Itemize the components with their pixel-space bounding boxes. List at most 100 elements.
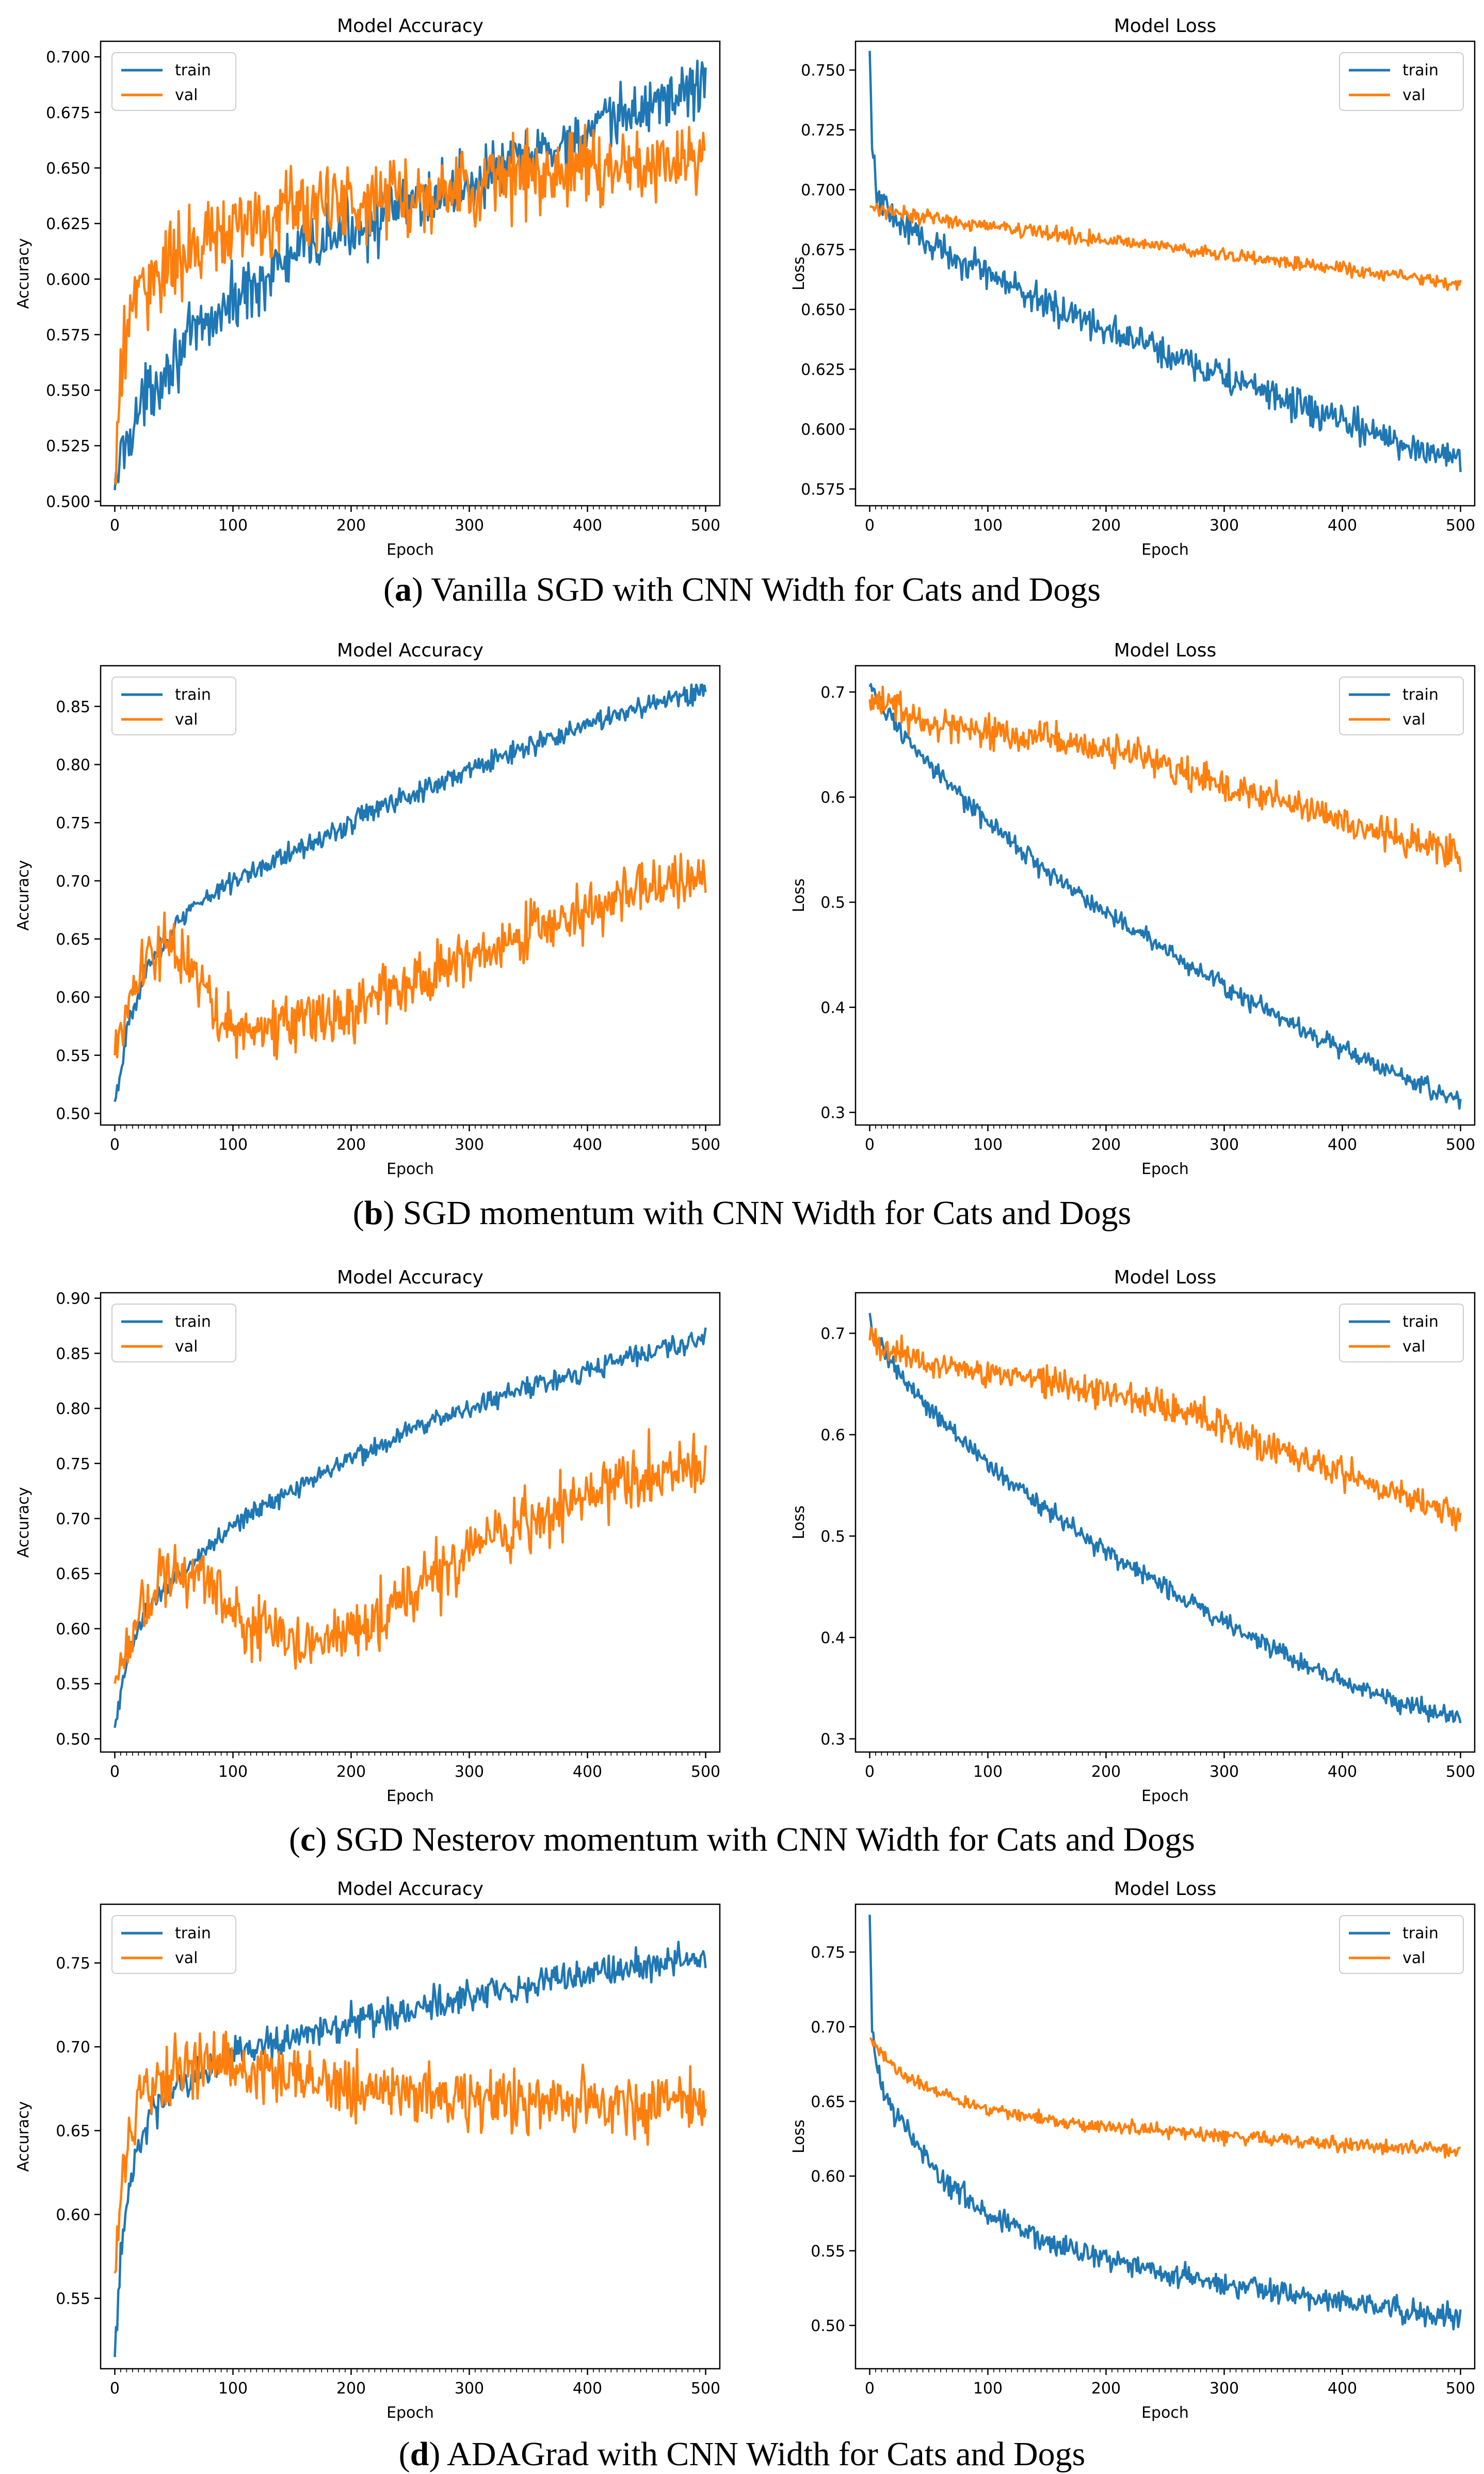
legend-label-val: val [1402,1338,1425,1356]
x-tick-label: 100 [218,1763,248,1781]
y-axis-label: Accuracy [14,860,33,931]
caption-a: (a) Vanilla SGD with CNN Width for Cats … [383,571,1101,608]
chart-title: Model Accuracy [337,1878,483,1900]
x-tick-label: 300 [1209,1763,1239,1781]
y-tick-label: 0.65 [56,2123,90,2141]
legend-box [111,1304,236,1362]
x-tick-label: 500 [691,1136,720,1154]
series-val-line [869,203,1462,292]
x-axis-label: Epoch [1141,2404,1189,2422]
x-axis-label: Epoch [1141,1160,1189,1178]
y-tick-label: 0.50 [56,1730,90,1748]
y-tick-label: 0.60 [811,2168,845,2186]
x-axis-label: Epoch [1141,541,1189,559]
x-tick-label: 200 [1091,517,1121,535]
y-tick-label: 0.500 [46,493,90,511]
y-tick-label: 0.75 [56,1455,90,1473]
chart-1: Model Accuracy 0 100 200 300 400 500 0.500 0.525… [14,15,721,559]
x-tick-label: 300 [1209,1136,1239,1154]
y-axis-label: Loss [790,1505,808,1539]
x-tick-label: 100 [218,1136,248,1154]
y-tick-label: 0.55 [56,1047,90,1065]
chart-5: Model Accuracy 0 100 200 300 400 500 0.50 0.55 0.… [14,1267,721,1805]
legend-label-train: train [175,61,211,79]
x-axis-label: Epoch [386,541,434,559]
y-tick-label: 0.55 [811,2242,845,2260]
y-tick-label: 0.675 [46,104,90,122]
chart-title: Model Loss [1114,1267,1217,1288]
y-tick-label: 0.550 [46,382,90,400]
x-tick-label: 200 [336,1136,366,1154]
series-val-line [114,1428,707,1684]
y-tick-label: 0.750 [801,62,845,80]
x-tick-label: 400 [573,2380,602,2398]
chart-4: Model Loss 0 100 200 300 400 500 0.3 0.4 0.5 0.6 0.… [790,640,1476,1178]
legend-label-val: val [175,1949,198,1967]
x-tick-label: 300 [1209,2380,1239,2398]
y-tick-label: 0.675 [801,242,845,260]
y-axis-label: Loss [790,878,808,912]
x-tick-label: 400 [573,517,602,535]
series-train-line [114,683,707,1102]
x-tick-label: 0 [865,517,875,535]
y-tick-label: 0.85 [56,698,90,716]
x-tick-label: 400 [1328,517,1357,535]
y-tick-label: 0.50 [56,1105,90,1123]
x-tick-label: 300 [455,517,484,535]
legend-label-val: val [175,711,198,729]
legend: train val [1339,1915,1464,1974]
chart-title: Model Loss [1114,1878,1217,1900]
x-tick-label: 400 [1328,2380,1357,2398]
x-tick-label: 500 [691,2380,720,2398]
y-tick-label: 0.3 [820,1730,845,1748]
y-tick-label: 0.70 [56,1511,90,1529]
y-axis-label: Accuracy [14,1487,33,1558]
y-tick-label: 0.55 [56,2290,90,2308]
x-tick-label: 500 [691,1763,720,1781]
y-tick-label: 0.575 [801,481,845,499]
chart-6: Model Loss 0 100 200 300 400 500 0.3 0.4 0.5 0.6 0.… [790,1267,1476,1805]
y-tick-label: 0.60 [56,1620,90,1638]
legend: train val [1339,677,1464,735]
y-tick-label: 0.700 [46,49,90,67]
y-tick-label: 0.55 [56,1676,90,1694]
x-tick-label: 100 [218,517,248,535]
series-val-line [869,2037,1461,2159]
chart-title: Model Accuracy [337,15,483,37]
chart-title: Model Accuracy [337,1267,483,1288]
y-tick-label: 0.600 [46,271,90,289]
y-tick-label: 0.650 [801,301,845,319]
series-train-line [868,683,1462,1110]
legend-label-train: train [175,1924,211,1942]
legend: train val [111,52,236,111]
y-tick-label: 0.70 [811,2018,845,2036]
x-tick-label: 300 [1209,517,1239,535]
series-val-line [114,853,707,1061]
x-tick-label: 500 [1446,517,1475,535]
x-tick-label: 400 [573,1136,602,1154]
y-tick-label: 0.70 [56,2038,90,2057]
legend-label-val: val [1402,1949,1425,1967]
chart-title: Model Loss [1114,15,1217,37]
series-train-line [114,1940,707,2357]
x-tick-label: 300 [455,1136,484,1154]
x-tick-label: 0 [110,2380,120,2398]
x-tick-label: 400 [573,1763,602,1781]
series-val-line [114,2030,707,2274]
y-tick-label: 0.4 [820,1629,845,1647]
chart-7: Model Accuracy 0 100 200 300 400 500 0.55 0.60 0.… [14,1878,721,2422]
y-tick-label: 0.700 [801,182,845,200]
y-axis-label: Accuracy [14,2101,33,2172]
y-tick-label: 0.525 [46,438,90,456]
caption-b: (b) SGD momentum with CNN Width for Cats… [352,1194,1132,1232]
y-tick-label: 0.80 [56,1400,90,1418]
x-axis-label: Epoch [386,1160,434,1178]
y-tick-label: 0.75 [56,814,90,832]
y-tick-label: 0.6 [820,1426,845,1444]
series-val-line [868,685,1462,872]
y-tick-label: 0.5 [820,1528,845,1546]
chart-3: Model Accuracy 0 100 200 300 400 500 0.50 0.55 0.… [14,640,721,1178]
x-tick-label: 0 [110,517,120,535]
legend-label-train: train [175,1313,211,1331]
legend-label-train: train [1402,61,1439,79]
